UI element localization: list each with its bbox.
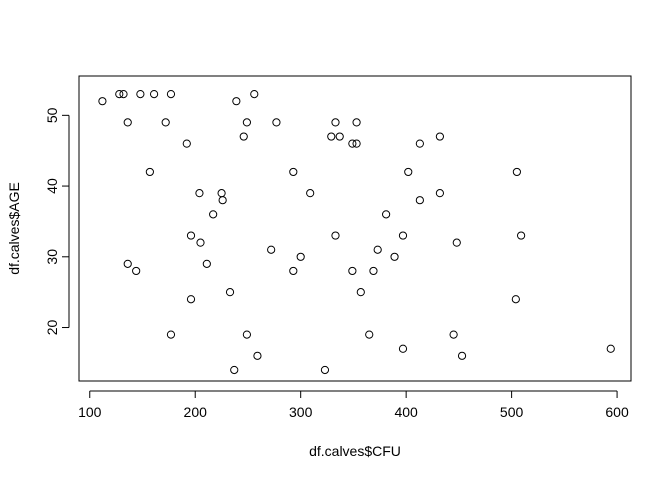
data-point (250, 90, 259, 99)
data-point (202, 259, 211, 268)
data-point (115, 90, 124, 99)
data-point (242, 118, 251, 127)
data-point (296, 252, 305, 261)
data-point (218, 196, 227, 205)
data-point (166, 330, 176, 339)
data-point (352, 139, 361, 148)
data-point (196, 238, 205, 247)
data-point (225, 288, 235, 297)
data-point (98, 97, 107, 106)
data-point (267, 245, 276, 254)
plot-frame (78, 75, 632, 382)
x-axis-label: df.calves$CFU (309, 443, 401, 459)
data-point (435, 189, 444, 198)
data-point (398, 344, 408, 353)
data-point (272, 118, 281, 127)
data-point (166, 90, 176, 99)
data-point (511, 295, 520, 304)
data-point (352, 118, 361, 127)
data-point (145, 167, 154, 177)
x-tick-label: 200 (184, 404, 208, 420)
data-point (186, 295, 196, 304)
y-axis-label: df.calves$AGE (6, 182, 22, 275)
data-point (123, 259, 132, 268)
y-tick-label: 20 (44, 320, 60, 336)
data-point (331, 118, 340, 127)
data-point (435, 132, 444, 141)
data-point (119, 90, 128, 99)
data-point (289, 266, 298, 276)
data-point (398, 231, 408, 240)
data-point (382, 210, 391, 219)
data-point (186, 231, 196, 240)
data-point (369, 266, 378, 276)
x-tick-label: 100 (78, 404, 102, 420)
data-point (348, 266, 357, 276)
data-point (404, 167, 413, 177)
data-point (390, 252, 399, 261)
x-tick-label: 400 (394, 404, 418, 420)
x-axis: 100 200 300 400 500 600 (78, 390, 629, 420)
data-point (195, 189, 204, 198)
data-point (373, 245, 382, 254)
data-point (306, 189, 315, 198)
data-point (512, 167, 521, 177)
data-point (449, 330, 458, 339)
data-point (365, 330, 374, 339)
data-point (335, 132, 344, 141)
data-point (606, 344, 615, 353)
data-point (123, 118, 132, 127)
x-tick-label: 500 (500, 404, 524, 420)
data-point (136, 90, 145, 99)
data-point (517, 231, 526, 240)
data-point (230, 365, 239, 375)
data-point (289, 167, 298, 177)
data-point (457, 351, 467, 360)
data-point (132, 266, 141, 276)
data-point (320, 365, 330, 375)
data-points (98, 90, 615, 375)
data-point (415, 196, 424, 205)
data-point (253, 351, 262, 360)
data-point (356, 288, 365, 297)
y-tick-label: 50 (44, 107, 60, 123)
data-point (348, 139, 357, 148)
y-tick-label: 30 (44, 249, 60, 265)
data-point (149, 90, 159, 99)
data-point (239, 132, 248, 141)
data-point (242, 330, 251, 339)
data-point (331, 231, 340, 240)
data-point (452, 238, 461, 247)
data-point (161, 118, 170, 127)
data-point (232, 97, 241, 106)
data-point (209, 210, 218, 219)
data-point (182, 139, 191, 148)
y-axis: 20 30 40 50 (44, 107, 70, 336)
x-tick-label: 300 (289, 404, 313, 420)
data-point (415, 139, 424, 148)
data-point (327, 132, 336, 141)
x-tick-label: 600 (605, 404, 629, 420)
y-tick-label: 40 (44, 178, 60, 194)
